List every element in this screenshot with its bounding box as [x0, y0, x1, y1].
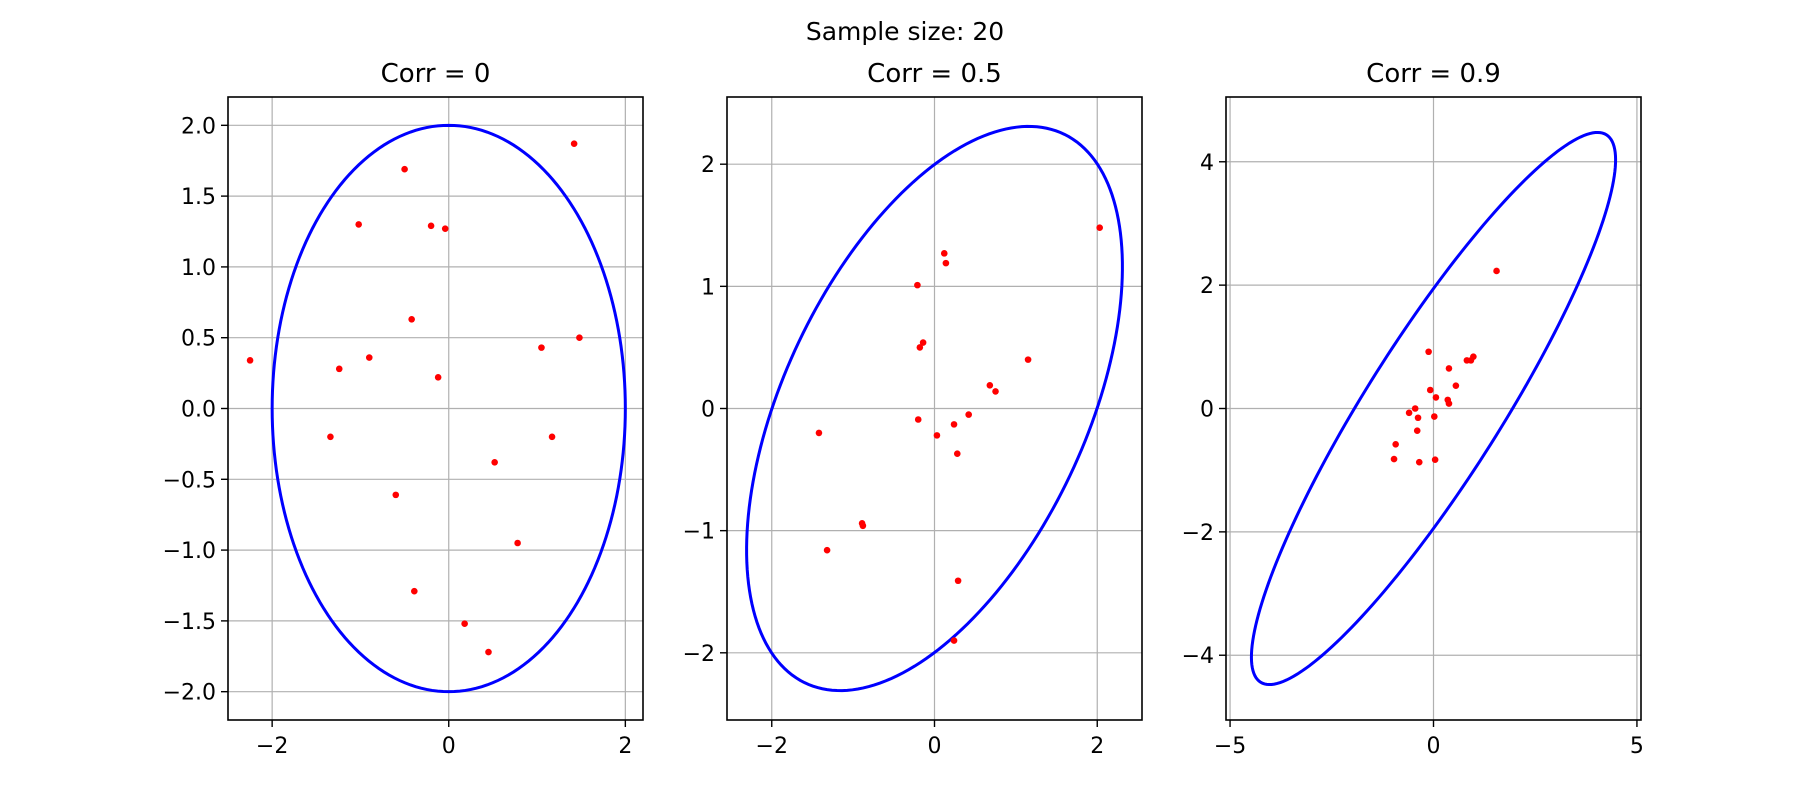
x-tick-label: 0	[1427, 734, 1441, 759]
scatter-point	[1392, 440, 1399, 448]
subplot-title: Corr = 0	[381, 59, 491, 89]
scatter-point	[823, 546, 831, 554]
y-tick-label: 0.0	[181, 398, 216, 423]
subplot-3: −5 0 5 −4 −2 0 2 4 Corr = 0.9	[1182, 59, 1644, 759]
x-tick-label: −5	[1214, 734, 1246, 759]
subplot-panels: −2 0 2 −2.0 −1.5 −1.0 −0.5 0.0 0.5 1.0 1.5 2.0 Corr …	[163, 59, 1644, 759]
y-tick-label: 2	[701, 153, 715, 178]
scatter-point	[576, 334, 583, 342]
y-tick-label: 1.5	[181, 185, 216, 210]
x-tick-label: 2	[1090, 734, 1104, 759]
x-tick-label: 0	[442, 734, 456, 759]
scatter-point	[441, 225, 449, 232]
scatter-point	[427, 222, 435, 230]
scatter-point	[1024, 356, 1032, 363]
scatter-point	[1390, 455, 1398, 463]
scatter-point	[914, 281, 921, 289]
scatter-point	[1413, 427, 1421, 435]
scatter-point	[965, 411, 972, 418]
x-tick-label: 5	[1630, 734, 1644, 759]
scatter-point	[1411, 405, 1419, 412]
scatter-point	[1432, 394, 1440, 401]
scatter-point	[916, 344, 924, 351]
scatter-point	[1096, 224, 1103, 232]
confidence-ellipse	[1249, 130, 1618, 687]
y-tick-label: 2.0	[181, 114, 216, 139]
scatter-point	[1414, 414, 1422, 422]
y-tick-label: 1.0	[181, 256, 216, 281]
scatter-point	[933, 432, 941, 439]
y-tick-label: 0	[1200, 398, 1214, 423]
x-tick-label: −2	[756, 734, 788, 759]
scatter-point	[1445, 400, 1453, 407]
y-tick-label: −2.0	[163, 681, 216, 706]
scatter-point	[942, 259, 950, 267]
confidence-ellipse	[270, 123, 627, 694]
scatter-point	[1452, 382, 1460, 389]
y-tick-label: −1.5	[163, 610, 216, 635]
scatter-point	[992, 388, 999, 395]
scatter-point	[1415, 458, 1423, 466]
scatter-point	[986, 381, 994, 389]
y-tick-label: −1	[683, 520, 715, 545]
scatter-point	[914, 416, 922, 423]
scatter-point	[335, 365, 343, 373]
x-tick-label: 0	[928, 734, 942, 759]
scatter-point	[538, 344, 545, 351]
y-tick-label: 2	[1200, 274, 1214, 299]
scatter-point	[246, 357, 254, 364]
figure-suptitle: Sample size: 20	[806, 17, 1004, 46]
scatter-point	[434, 374, 442, 381]
y-tick-label: −2	[1182, 521, 1214, 546]
scatter-point	[953, 450, 961, 457]
scatter-point	[919, 339, 927, 346]
scatter-point	[365, 354, 373, 361]
y-tick-label: 0	[701, 398, 715, 423]
scatter-point	[570, 140, 578, 148]
scatter-point	[1431, 413, 1438, 420]
x-tick-label: 2	[618, 734, 632, 759]
scatter-point	[392, 491, 400, 499]
y-tick-label: −2	[683, 642, 715, 667]
y-tick-label: −1.0	[163, 539, 216, 564]
scatter-point	[1493, 267, 1500, 275]
scatter-point	[1445, 365, 1453, 372]
scatter-point	[954, 577, 962, 585]
y-tick-label: 4	[1200, 151, 1214, 176]
subplot-2: −2 0 2 −2 −1 0 1 2 Corr = 0.5	[683, 59, 1143, 759]
scatter-point	[327, 433, 334, 441]
scatter-point	[485, 648, 492, 656]
y-tick-label: 1	[701, 275, 715, 300]
scatter-point	[461, 620, 468, 628]
subplot-title: Corr = 0.5	[867, 59, 1002, 89]
scatter-point	[950, 637, 958, 644]
scatter-point	[1426, 386, 1434, 394]
scatter-point	[548, 433, 556, 441]
subplot-title: Corr = 0.9	[1366, 59, 1501, 89]
scatter-point	[1425, 348, 1432, 356]
scatter-point	[950, 421, 958, 428]
y-tick-label: −4	[1182, 644, 1214, 669]
scatter-point	[1431, 456, 1439, 463]
x-tick-label: −2	[256, 734, 288, 759]
scatter-point	[355, 221, 362, 228]
scatter-point	[859, 522, 867, 530]
scatter-point	[1405, 409, 1413, 417]
scatter-point	[514, 539, 521, 547]
scatter-point	[815, 429, 823, 437]
scatter-point	[940, 250, 948, 257]
scatter-point	[1467, 357, 1475, 364]
subplot-1: −2 0 2 −2.0 −1.5 −1.0 −0.5 0.0 0.5 1.0 1.5 2.0 Corr …	[163, 59, 644, 759]
scatter-point	[491, 459, 498, 466]
scatter-point	[408, 315, 415, 323]
confidence-ellipse	[745, 124, 1124, 693]
scatter-point	[411, 587, 418, 595]
scatter-point	[401, 165, 408, 173]
y-tick-label: −0.5	[163, 468, 216, 493]
y-tick-label: 0.5	[181, 327, 216, 352]
